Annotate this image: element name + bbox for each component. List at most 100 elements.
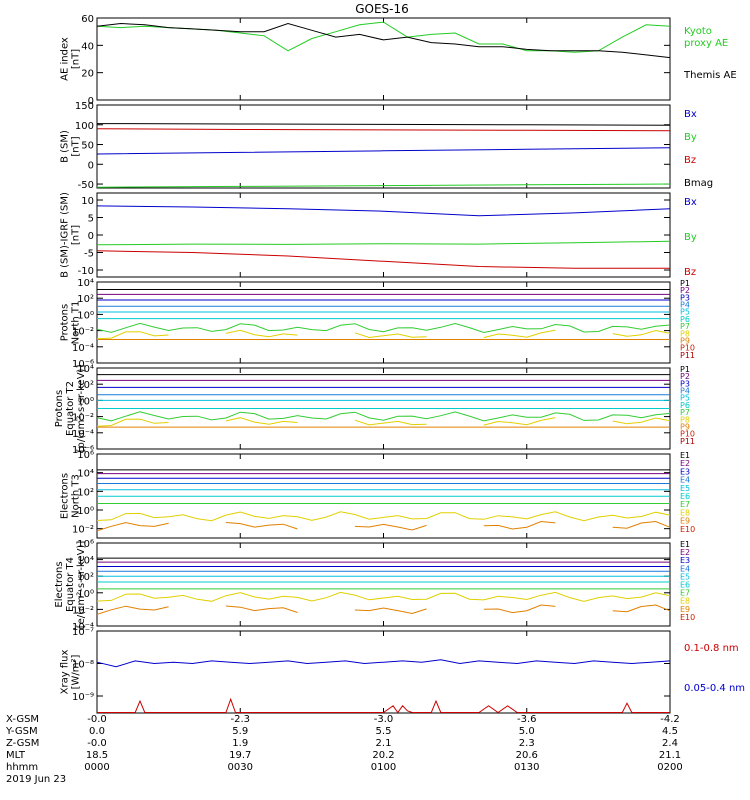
legend-entry: Bz bbox=[684, 267, 696, 278]
legend-entry: E6 bbox=[680, 492, 690, 501]
y-axis-label: [nT] bbox=[71, 136, 82, 156]
channel-line bbox=[96, 411, 671, 422]
y-tick-label: 10⁴ bbox=[77, 364, 94, 375]
y-tick-label: 10⁶ bbox=[77, 450, 94, 461]
x-axis-value: 1.9 bbox=[232, 738, 248, 749]
legend-entry: P3 bbox=[680, 379, 690, 388]
legend-entry: P4 bbox=[680, 301, 690, 310]
legend-entry: By bbox=[684, 132, 697, 143]
legend-entry: E8 bbox=[680, 508, 690, 517]
channel-line bbox=[225, 605, 298, 613]
legend-entry: E3 bbox=[680, 556, 690, 565]
series-line bbox=[96, 128, 671, 132]
legend-entry: Kyoto bbox=[684, 26, 712, 37]
legend-entry: E9 bbox=[680, 517, 690, 526]
x-axis-value: 0130 bbox=[514, 762, 539, 773]
y-tick-label: 10⁰ bbox=[77, 589, 94, 600]
y-tick-label: 10⁻⁸ bbox=[72, 660, 94, 671]
channel-line bbox=[96, 591, 671, 602]
y-tick-label: 10² bbox=[77, 294, 94, 305]
legend-entry: P1 bbox=[680, 365, 690, 374]
legend-entry: E8 bbox=[680, 597, 690, 606]
channel-line bbox=[612, 329, 671, 337]
y-tick-label: 150 bbox=[75, 101, 94, 112]
y-tick-label: 10⁴ bbox=[77, 278, 94, 289]
x-axis-row-label: Y-GSM bbox=[5, 726, 38, 737]
legend-entry: P11 bbox=[680, 437, 695, 446]
legend-entry: P10 bbox=[680, 344, 695, 353]
y-axis-label: [nT] bbox=[71, 49, 82, 69]
legend-entry: Bz bbox=[684, 155, 696, 166]
channel-line bbox=[225, 329, 298, 338]
legend-entry: P5 bbox=[680, 308, 690, 317]
channel-line bbox=[96, 511, 671, 522]
panel-frame bbox=[96, 17, 671, 101]
x-axis-value: 2.4 bbox=[662, 738, 678, 749]
legend-entry: E10 bbox=[680, 525, 695, 534]
panel-3: -10 -5 0 5 10 B (SM)-IGRF (SM) [nT] Bx By Bz bbox=[60, 192, 697, 278]
legend-entry: 0.1-0.8 nm bbox=[684, 643, 739, 654]
y-axis-label: [e/(cm²-s-sr-keV)] bbox=[76, 541, 87, 629]
channel-line bbox=[96, 331, 169, 340]
y-tick-label: 10⁻² bbox=[72, 605, 94, 616]
y-axis-label: Xray flux bbox=[60, 650, 71, 695]
legend-entry: P5 bbox=[680, 394, 690, 403]
legend-entry: P11 bbox=[680, 351, 695, 360]
legend-entry: P8 bbox=[680, 329, 690, 338]
y-tick-label: 0 bbox=[88, 160, 94, 171]
legend-entry: P8 bbox=[680, 415, 690, 424]
panel-2: -50 0 50 100 150 B (SM) [nT] Bx By Bz Bmag bbox=[60, 101, 714, 191]
date-label: 2019 Jun 23 bbox=[6, 774, 66, 785]
y-tick-label: 10⁻² bbox=[72, 525, 94, 536]
x-axis-row-label: hhmm bbox=[6, 762, 38, 773]
y-axis-label: [p/(cm²-s-sr-keV)] bbox=[76, 365, 87, 453]
y-tick-label: 50 bbox=[81, 141, 94, 152]
y-tick-label: 0 bbox=[88, 96, 94, 107]
x-axis-value: 21.1 bbox=[659, 750, 681, 761]
channel-line bbox=[483, 604, 556, 614]
legend-entry: proxy AE bbox=[684, 38, 728, 49]
x-axis-value: 20.6 bbox=[516, 750, 538, 761]
series-line bbox=[96, 22, 671, 59]
y-axis-label: B (SM) bbox=[60, 130, 71, 163]
series-line bbox=[96, 205, 671, 217]
x-axis-value: -3.6 bbox=[517, 714, 537, 725]
y-tick-label: 10⁰ bbox=[77, 396, 94, 407]
channel-line bbox=[96, 322, 671, 334]
legend-entry: E6 bbox=[680, 581, 690, 590]
x-axis-value: 4.5 bbox=[662, 726, 678, 737]
channel-line bbox=[96, 418, 169, 427]
x-axis-value: -4.2 bbox=[660, 714, 680, 725]
legend-entry: E5 bbox=[680, 572, 690, 581]
y-axis-label: Electrons bbox=[54, 561, 65, 607]
legend-entry: 0.05-0.4 nm bbox=[684, 683, 745, 694]
x-axis-value: 0030 bbox=[228, 762, 253, 773]
legend-entry: E3 bbox=[680, 467, 690, 476]
channel-line bbox=[96, 605, 169, 615]
y-axis-label: B (SM)-IGRF (SM) bbox=[60, 192, 71, 278]
legend-entry: By bbox=[684, 232, 697, 243]
x-axis-row-label: X-GSM bbox=[6, 714, 39, 725]
legend-entry: E4 bbox=[680, 476, 690, 485]
legend-entry: E9 bbox=[680, 605, 690, 614]
legend-entry: P9 bbox=[680, 336, 690, 345]
y-tick-label: 10⁰ bbox=[77, 506, 94, 517]
legend-entry: Themis AE bbox=[683, 70, 737, 81]
y-tick-label: 10⁻⁶ bbox=[72, 445, 94, 456]
panel-frame bbox=[96, 104, 671, 189]
y-tick-label: 0 bbox=[88, 231, 94, 242]
x-axis-row-label: MLT bbox=[6, 750, 26, 761]
y-tick-label: 10 bbox=[81, 196, 94, 207]
channel-line bbox=[612, 520, 671, 529]
channel-line bbox=[483, 417, 556, 426]
x-axis-value: -0.0 bbox=[87, 738, 107, 749]
y-axis-label: North T3 bbox=[71, 474, 82, 518]
y-axis-label: Electrons bbox=[60, 473, 71, 519]
panel-frame bbox=[96, 630, 671, 714]
y-axis-label: Equator T2 bbox=[65, 381, 76, 436]
x-axis-value: 2.3 bbox=[519, 738, 535, 749]
